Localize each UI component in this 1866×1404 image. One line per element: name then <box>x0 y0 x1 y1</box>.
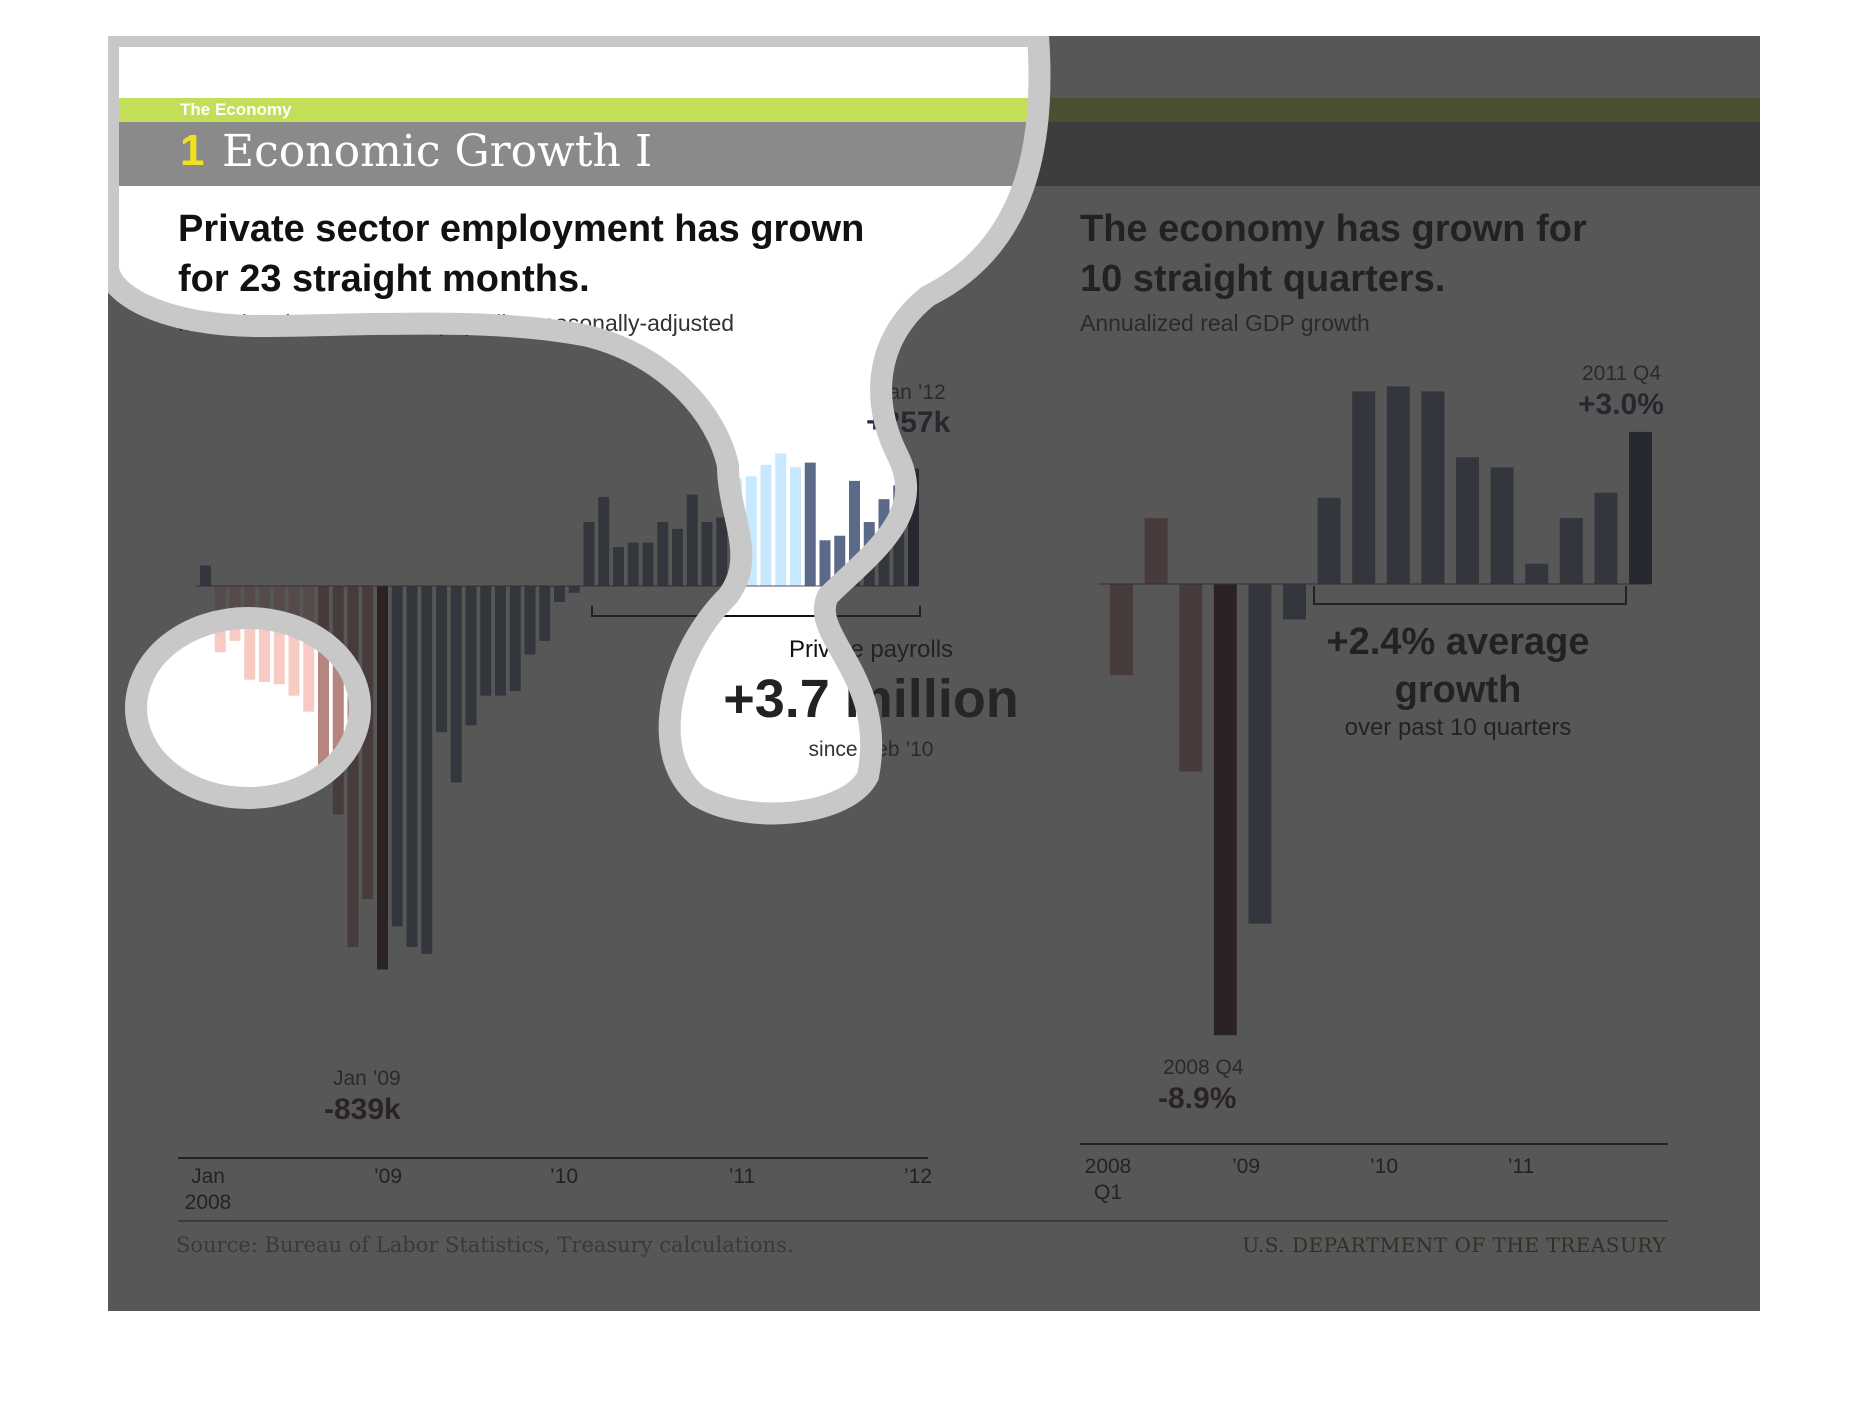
payroll-bar <box>716 517 728 586</box>
gdp-bracket <box>1313 586 1627 605</box>
gdp-bar <box>1421 391 1445 584</box>
gdp-summary-value: +2.4% average growth <box>1326 621 1590 711</box>
payroll-bar <box>273 586 285 685</box>
payroll-bar <box>731 478 742 586</box>
payroll-x-tick: ’12 <box>903 1165 933 1188</box>
payroll-bar <box>391 586 403 927</box>
payroll-bar <box>701 522 713 586</box>
payroll-x-tick: ’10 <box>549 1165 579 1188</box>
gdp-bar <box>1110 584 1133 676</box>
payroll-bar <box>878 499 890 586</box>
payroll-bar <box>318 586 329 783</box>
payroll-bar <box>421 586 433 954</box>
payroll-bar <box>613 547 624 586</box>
payroll-bar <box>214 586 226 653</box>
payroll-bar <box>244 586 256 680</box>
gdp-bar <box>1213 584 1237 1036</box>
gdp-bar <box>1386 386 1410 584</box>
payroll-bar <box>347 586 359 948</box>
payroll-bar <box>406 586 418 948</box>
gdp-x-tick: ’11 <box>1507 1155 1535 1178</box>
payroll-bar <box>657 522 669 586</box>
payroll-bar <box>450 586 462 783</box>
payroll-bar <box>568 586 580 593</box>
gdp-x-tick: ’10 <box>1369 1155 1399 1178</box>
payroll-bar <box>288 586 300 696</box>
source-note: Source: Bureau of Labor Statistics, Trea… <box>176 1233 794 1257</box>
gdp-x-tick: 2008 Q1 <box>1084 1155 1132 1204</box>
payroll-bar <box>480 586 492 696</box>
payroll-bar <box>745 476 757 586</box>
slide: The Economy 1 Economic Growth I Private … <box>108 36 1760 1311</box>
gdp-bar <box>1283 584 1306 620</box>
gdp-summary-note: over past 10 quarters <box>1344 714 1572 741</box>
payroll-bar <box>893 485 905 586</box>
left-low-label: Jan ’09 <box>333 1067 401 1090</box>
payroll-x-tick: Jan 2008 <box>184 1165 232 1214</box>
left-latest-value: +257k <box>866 406 951 439</box>
gdp-bar <box>1456 457 1479 584</box>
right-low-label: 2008 Q4 <box>1163 1056 1244 1079</box>
gdp-bar <box>1179 584 1203 772</box>
payroll-bar <box>819 540 831 586</box>
gdp-bar <box>1629 431 1652 584</box>
payroll-bar <box>790 467 801 586</box>
gdp-bar <box>1352 391 1376 584</box>
payroll-bar <box>863 522 875 586</box>
payroll-bar <box>583 522 595 586</box>
payroll-bar <box>495 586 506 696</box>
payroll-bar <box>259 586 270 682</box>
payroll-bar <box>524 586 536 655</box>
payroll-bar <box>598 496 610 586</box>
payroll-bracket <box>591 606 921 617</box>
payroll-bar <box>760 464 772 586</box>
gdp-bar <box>1490 467 1514 584</box>
payroll-bar <box>465 586 477 726</box>
payroll-x-tick: ’09 <box>373 1165 403 1188</box>
payroll-bar <box>436 586 447 733</box>
left-latest-label: Jan ’12 <box>878 381 946 404</box>
payroll-bar <box>554 586 565 602</box>
gdp-x-tick: ’09 <box>1231 1155 1261 1178</box>
payrolls-summary-label: Private payrolls <box>788 636 954 663</box>
payroll-bar <box>686 494 698 586</box>
left-low-value: -839k <box>324 1093 401 1126</box>
right-latest-value: +3.0% <box>1578 388 1664 421</box>
payroll-bar <box>539 586 551 641</box>
payroll-bar <box>849 480 860 586</box>
gdp-bar <box>1317 497 1341 584</box>
payroll-bar <box>303 586 315 712</box>
gdp-bar <box>1525 563 1549 584</box>
payroll-bar <box>908 468 919 586</box>
payroll-bar <box>509 586 521 692</box>
payrolls-summary-note: since Feb ’10 <box>808 738 934 761</box>
payroll-bar <box>775 453 787 586</box>
payroll-bar <box>332 586 344 815</box>
payroll-bar <box>362 586 374 900</box>
payroll-bar <box>627 542 639 586</box>
agency-name: U.S. DEPARTMENT OF THE TREASURY <box>1242 1233 1666 1257</box>
gdp-bar <box>1144 518 1168 584</box>
gdp-bar <box>1559 518 1583 584</box>
payrolls-summary-value: +3.7 million <box>723 669 1019 729</box>
payroll-bar <box>804 462 816 586</box>
gdp-bar <box>1594 492 1618 584</box>
payroll-bar <box>200 565 211 586</box>
payroll-bar <box>834 535 846 586</box>
right-latest-label: 2011 Q4 <box>1582 362 1662 385</box>
payroll-x-tick: ’11 <box>728 1165 756 1188</box>
payroll-bar <box>642 542 654 586</box>
payroll-bar <box>377 586 388 970</box>
payroll-bar <box>229 586 241 641</box>
right-low-value: -8.9% <box>1158 1082 1237 1115</box>
payroll-bar <box>672 528 683 586</box>
